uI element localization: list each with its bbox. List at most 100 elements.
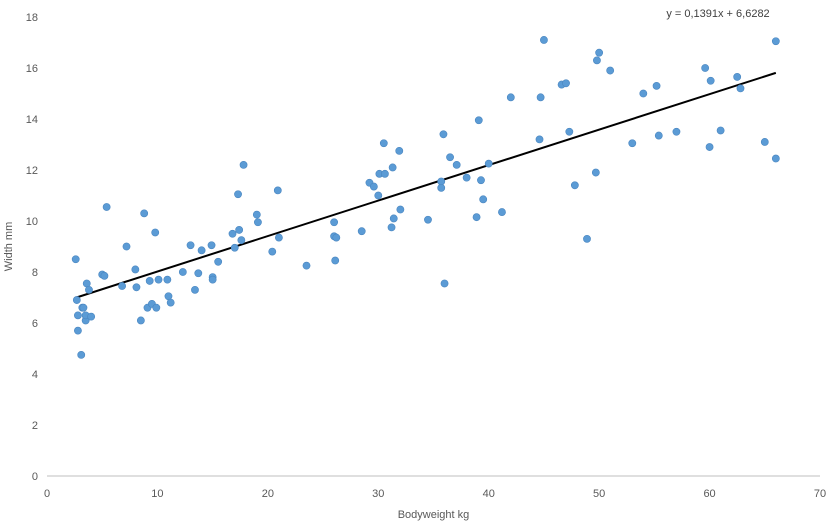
data-point xyxy=(606,66,615,75)
data-point xyxy=(214,257,223,266)
data-point xyxy=(234,190,242,199)
data-point xyxy=(771,154,780,163)
data-point xyxy=(733,73,742,81)
data-point xyxy=(131,265,140,274)
data-point xyxy=(374,191,383,200)
data-point xyxy=(228,229,237,238)
data-point xyxy=(628,139,637,148)
data-point xyxy=(207,241,216,250)
trendline xyxy=(75,71,777,299)
data-point xyxy=(771,37,780,46)
data-point xyxy=(332,233,341,242)
data-point xyxy=(235,226,244,234)
data-point xyxy=(440,279,449,288)
data-point xyxy=(570,181,579,190)
data-point xyxy=(591,168,600,177)
data-point xyxy=(237,236,246,245)
x-axis-ticks: 0 10 20 30 40 50 60 70 xyxy=(44,488,826,500)
y-tick-label: 4 xyxy=(32,369,38,381)
data-point xyxy=(178,268,187,276)
y-tick-label: 14 xyxy=(26,114,38,126)
y-tick-label: 6 xyxy=(32,318,38,330)
data-point xyxy=(705,143,714,151)
data-point xyxy=(145,277,154,285)
data-point xyxy=(302,261,311,270)
y-axis-title: Width mm xyxy=(3,222,15,272)
data-point xyxy=(166,298,175,307)
data-point xyxy=(446,153,454,162)
x-tick-label: 40 xyxy=(483,488,495,500)
data-point xyxy=(535,135,544,144)
data-points xyxy=(71,36,780,359)
data-point xyxy=(79,303,88,312)
data-point xyxy=(474,116,483,125)
data-point xyxy=(760,138,769,146)
data-point xyxy=(498,208,506,216)
data-point xyxy=(186,241,195,250)
y-tick-label: 2 xyxy=(32,420,38,432)
data-point xyxy=(381,169,389,178)
data-point xyxy=(654,131,663,140)
data-point xyxy=(716,126,725,135)
data-point xyxy=(462,173,471,182)
data-point xyxy=(395,146,404,155)
data-point xyxy=(506,93,515,102)
data-point xyxy=(140,209,149,218)
data-point xyxy=(77,350,86,359)
x-tick-label: 0 xyxy=(44,488,50,500)
x-tick-label: 10 xyxy=(151,488,163,500)
data-point xyxy=(102,203,111,211)
x-tick-label: 60 xyxy=(703,488,715,500)
data-point xyxy=(452,160,461,169)
data-point xyxy=(484,159,493,168)
y-tick-label: 8 xyxy=(32,267,38,279)
data-point xyxy=(540,36,548,44)
data-point xyxy=(369,182,378,191)
x-tick-label: 70 xyxy=(814,488,826,500)
data-point xyxy=(639,89,648,98)
data-point xyxy=(239,160,248,169)
data-point xyxy=(736,84,745,93)
data-point xyxy=(472,213,481,222)
data-point xyxy=(100,271,109,280)
data-point xyxy=(208,275,217,284)
y-tick-label: 18 xyxy=(26,12,38,24)
data-point xyxy=(387,223,396,232)
data-point xyxy=(331,256,340,265)
x-axis-title: Bodyweight kg xyxy=(398,509,470,521)
y-tick-label: 16 xyxy=(26,63,38,75)
data-point xyxy=(132,283,141,292)
data-point xyxy=(701,64,710,72)
y-tick-label: 12 xyxy=(26,165,38,177)
data-point xyxy=(652,81,661,90)
data-point xyxy=(151,228,160,237)
data-point xyxy=(672,127,681,136)
data-point xyxy=(152,303,161,312)
data-point xyxy=(74,326,82,335)
data-point xyxy=(191,285,199,294)
data-point xyxy=(562,79,570,88)
data-point xyxy=(74,311,82,320)
data-point xyxy=(254,218,262,227)
data-point xyxy=(163,275,172,284)
y-tick-label: 10 xyxy=(26,216,38,228)
data-point xyxy=(194,269,203,278)
data-point xyxy=(536,93,545,102)
data-point xyxy=(389,214,398,223)
data-point xyxy=(72,296,81,304)
x-tick-label: 50 xyxy=(593,488,605,500)
data-point xyxy=(595,48,604,57)
data-point xyxy=(154,275,163,284)
data-point xyxy=(122,242,131,251)
data-point xyxy=(479,195,488,204)
data-point xyxy=(118,282,126,290)
data-point xyxy=(197,246,206,255)
data-point xyxy=(437,183,446,192)
data-point xyxy=(379,139,388,148)
data-point xyxy=(230,243,239,252)
y-tick-label: 0 xyxy=(32,471,38,483)
trendline-equation: y = 0,1391x + 6,6282 xyxy=(666,8,769,20)
data-point xyxy=(87,312,96,321)
data-point xyxy=(268,247,277,256)
